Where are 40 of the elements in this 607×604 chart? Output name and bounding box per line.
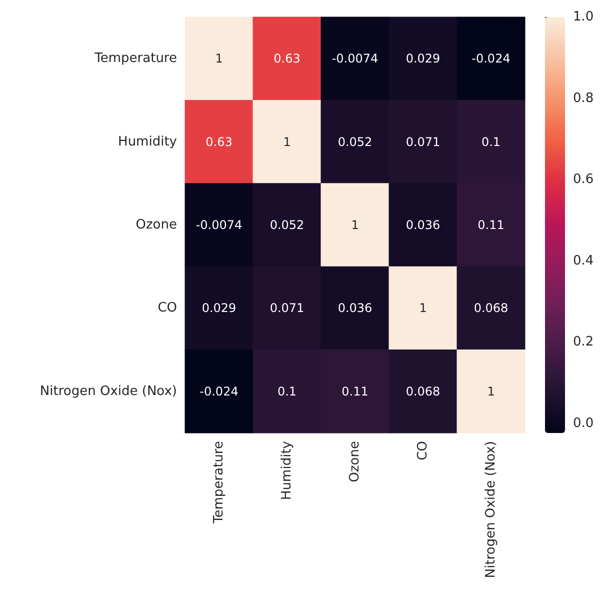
- color-bar-label: 0.4: [573, 253, 594, 268]
- data-label: 0.029: [202, 301, 236, 316]
- data-label: 1: [283, 134, 291, 149]
- data-label: 0.11: [342, 384, 368, 398]
- color-bar-label: 0.6: [573, 172, 594, 187]
- data-label: 0.11: [478, 218, 504, 232]
- y-tick-label: Nitrogen Oxide (Nox): [40, 384, 177, 399]
- data-label: 1: [351, 218, 359, 232]
- data-label: 0.071: [270, 301, 304, 316]
- y-tick-label: Ozone: [136, 218, 177, 232]
- data-label: 1: [419, 301, 427, 316]
- data-label: -0.0074: [332, 52, 378, 66]
- x-tick-label: Ozone: [348, 441, 362, 482]
- data-label: 1: [487, 384, 495, 398]
- y-tick-label: Humidity: [118, 134, 178, 150]
- x-tick-label: Humidity: [280, 440, 294, 500]
- color-bar-label: 0.8: [573, 90, 594, 106]
- data-label: 0.1: [481, 134, 501, 149]
- data-label: 0.036: [406, 218, 440, 232]
- data-label: 0.052: [270, 218, 304, 232]
- data-label: 0.63: [274, 52, 300, 66]
- data-label: -0.024: [472, 52, 510, 66]
- y-tick-label: Temperature: [94, 51, 177, 66]
- data-label: 1: [215, 52, 223, 66]
- color-bar-label: 0.0: [573, 416, 594, 431]
- data-label: 0.068: [474, 301, 508, 316]
- data-label: -0.024: [200, 384, 238, 398]
- data-label: 0.052: [338, 134, 372, 149]
- data-label: 0.071: [406, 134, 440, 149]
- data-label: 0.036: [338, 301, 372, 316]
- data-label: 0.63: [206, 134, 232, 149]
- data-label: 0.029: [406, 52, 440, 66]
- y-tick-label: CO: [158, 300, 177, 316]
- x-tick-label: CO: [416, 441, 430, 460]
- data-label: -0.0074: [196, 218, 242, 232]
- color-bar-label: 0.2: [573, 334, 594, 350]
- x-tick-label: Nitrogen Oxide (Nox): [484, 441, 498, 578]
- data-label: 0.068: [406, 384, 440, 398]
- color-bar-label: 1.0: [573, 10, 594, 24]
- data-label: 0.1: [277, 384, 297, 398]
